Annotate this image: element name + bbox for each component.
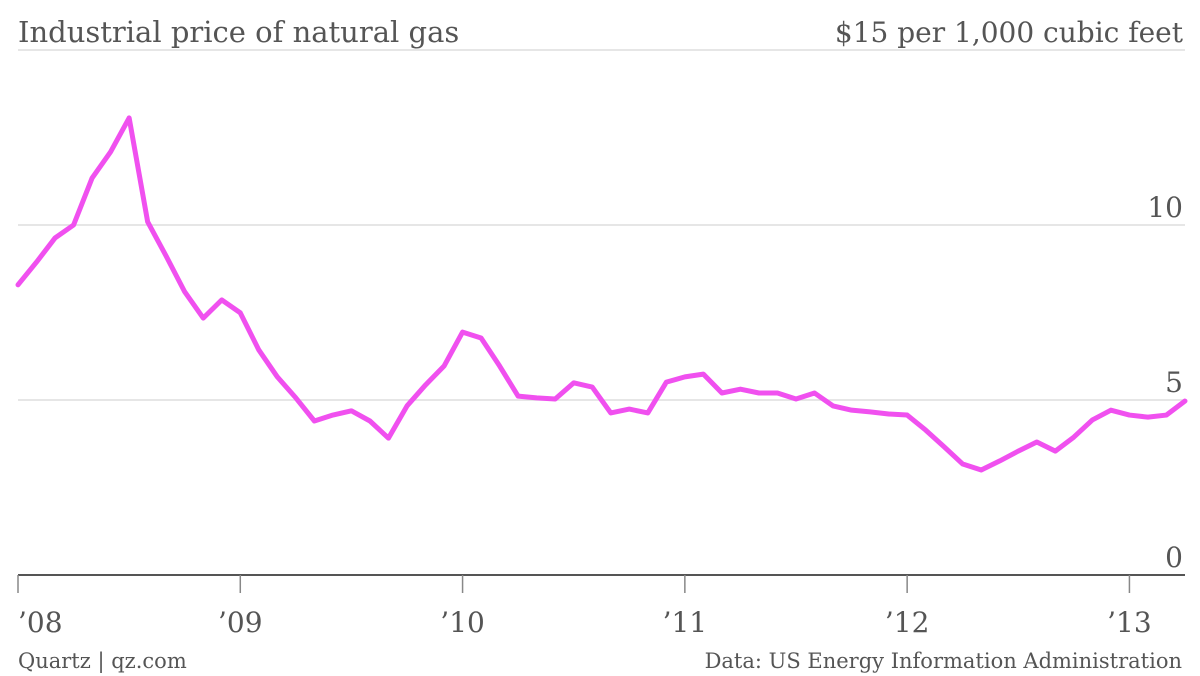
y-tick-label: 0 [1165, 541, 1183, 574]
x-tick-label: ’09 [218, 606, 263, 639]
chart-title: Industrial price of natural gas [18, 15, 459, 49]
x-tick-label: ’08 [18, 606, 63, 639]
y-tick-label: 5 [1165, 366, 1183, 399]
y-tick-label: 10 [1147, 191, 1183, 224]
x-tick-label: ’11 [663, 606, 708, 639]
note: Data: US Energy Information Administrati… [705, 649, 1182, 673]
source: Quartz | qz.com [18, 649, 187, 674]
line [15, 115, 1188, 473]
x-tick-label: ’10 [440, 606, 485, 639]
x-tick-label: ’12 [885, 606, 930, 639]
y-tick-label: $15 per 1,000 cubic feet [835, 16, 1184, 49]
x-tick-label: ’13 [1107, 606, 1152, 639]
